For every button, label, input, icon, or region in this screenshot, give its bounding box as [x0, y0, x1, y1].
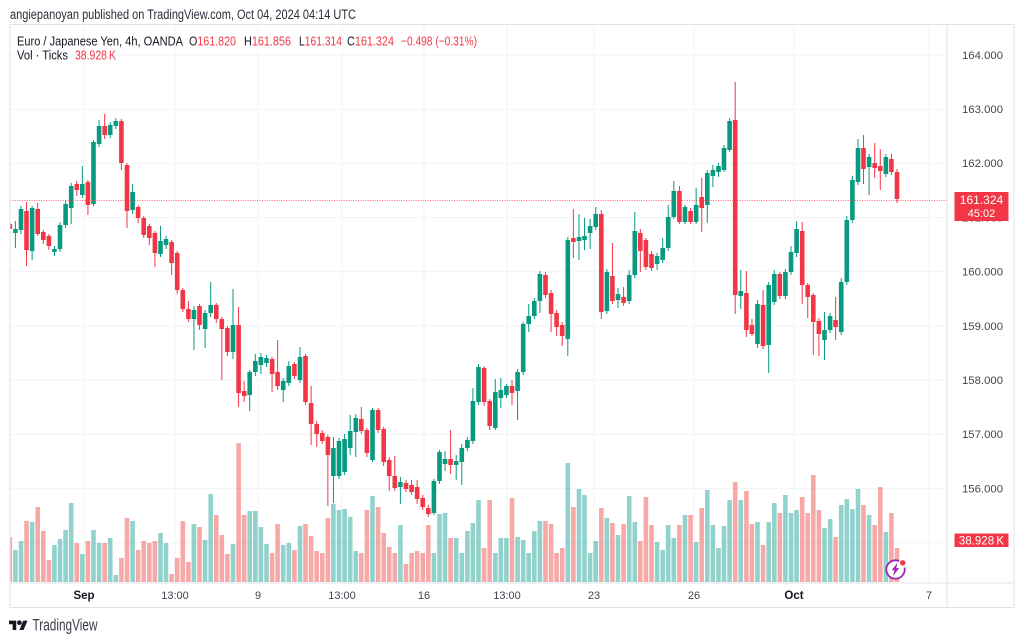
svg-text:Euro / Japanese Yen, 4h, OANDA: Euro / Japanese Yen, 4h, OANDA: [17, 34, 183, 49]
svg-text:162.000: 162.000: [962, 158, 1003, 170]
svg-text:163.000: 163.000: [962, 104, 1003, 116]
svg-text:C161.324: C161.324: [347, 34, 394, 49]
svg-text:Vol · Ticks: Vol · Ticks: [17, 48, 68, 63]
svg-text:L161.314: L161.314: [299, 34, 342, 49]
svg-text:9: 9: [255, 590, 261, 602]
svg-text:Oct: Oct: [784, 590, 803, 602]
svg-text:164.000: 164.000: [962, 50, 1003, 62]
svg-text:26: 26: [688, 590, 700, 602]
svg-text:−0.498 (−0.31%): −0.498 (−0.31%): [401, 34, 477, 49]
svg-text:160.000: 160.000: [962, 267, 1003, 279]
svg-text:158.000: 158.000: [962, 375, 1003, 387]
svg-text:156.000: 156.000: [962, 483, 1003, 495]
svg-text:23: 23: [588, 590, 600, 602]
svg-text:H161.856: H161.856: [244, 34, 291, 49]
svg-text:13:00: 13:00: [493, 590, 521, 602]
svg-text:O161.820: O161.820: [189, 34, 236, 49]
svg-text:45:02: 45:02: [968, 208, 996, 220]
svg-text:Sep: Sep: [73, 590, 94, 602]
svg-text:13:00: 13:00: [161, 590, 189, 602]
svg-text:angiepanoyan published on Trad: angiepanoyan published on TradingView.co…: [10, 7, 356, 22]
svg-text:157.000: 157.000: [962, 429, 1003, 441]
svg-text:16: 16: [418, 590, 430, 602]
svg-text:159.000: 159.000: [962, 321, 1003, 333]
svg-text:TradingView: TradingView: [33, 617, 98, 635]
svg-text:7: 7: [926, 590, 932, 602]
svg-text:13:00: 13:00: [328, 590, 356, 602]
svg-text:161.324: 161.324: [960, 193, 1004, 207]
svg-text:38.928 K: 38.928 K: [959, 536, 1004, 548]
svg-text:38.928 K: 38.928 K: [75, 48, 116, 63]
